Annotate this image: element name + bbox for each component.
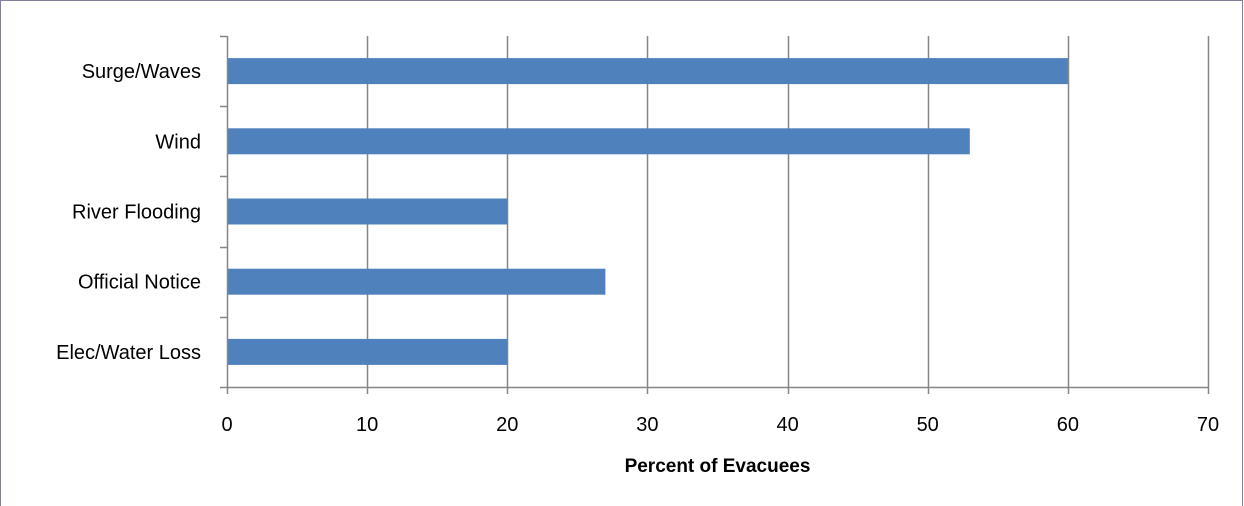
category-label: Official Notice (78, 272, 201, 294)
category-label: River Flooding (72, 202, 201, 224)
bar (227, 58, 1068, 85)
category-label: Surge/Waves (82, 61, 201, 83)
x-tick-label: 70 (1197, 414, 1219, 436)
category-label: Elec/Water Loss (56, 342, 201, 364)
axes (220, 35, 1210, 394)
bar (227, 338, 508, 365)
gridlines (366, 36, 1210, 387)
x-tick-label: 30 (636, 414, 658, 436)
category-label: Wind (155, 131, 201, 153)
category-labels: Surge/Waves Wind River Flooding Official No… (56, 61, 201, 364)
x-tick-label: 50 (917, 414, 939, 436)
x-tick-labels: 0 10 20 30 40 50 60 70 (221, 414, 1219, 436)
x-tick-label: 10 (356, 414, 378, 436)
x-axis-title: Percent of Evacuees (625, 456, 811, 477)
bar (227, 268, 606, 295)
x-tick-label: 60 (1057, 414, 1079, 436)
bar (227, 198, 508, 225)
bar (227, 128, 970, 155)
bars (227, 58, 1068, 365)
x-tick-label: 20 (496, 414, 518, 436)
x-tick-label: 0 (221, 414, 232, 436)
x-tick-label: 40 (776, 414, 798, 436)
